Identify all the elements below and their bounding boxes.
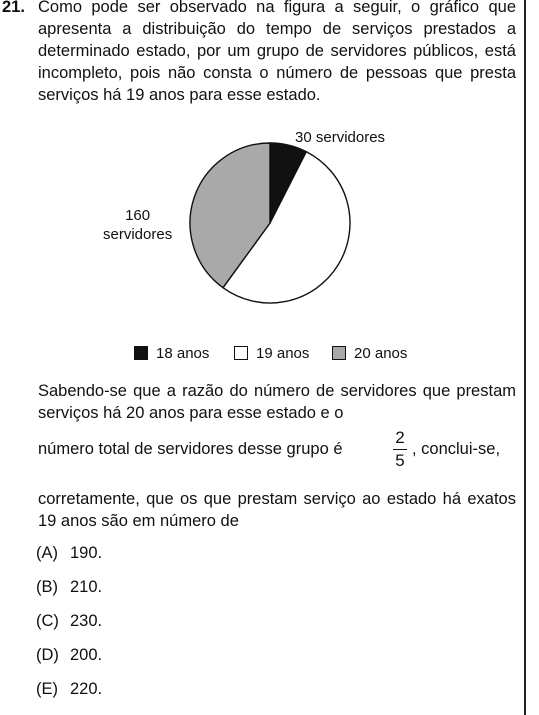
option-letter: (C) <box>36 612 59 630</box>
option-a[interactable]: (A) 190. <box>36 544 102 563</box>
slice-label-20-anos-value: 160 <box>125 207 151 224</box>
slice-label-20-anos: 160 servidores <box>103 206 172 244</box>
column-divider <box>524 0 526 715</box>
option-letter: (E) <box>36 680 58 698</box>
question-body-1: Sabendo-se que a razão do número de serv… <box>38 382 516 422</box>
pie-slice-19-anos <box>221 150 351 304</box>
legend-swatch-black <box>134 346 148 360</box>
option-c[interactable]: (C) 230. <box>36 612 102 631</box>
slice-label-18-anos: 30 servidores <box>295 129 386 146</box>
fraction-line: número total de servidores desse grupo é… <box>38 428 518 478</box>
option-text: 200. <box>70 646 103 664</box>
fraction-bar <box>393 449 407 451</box>
question-number: 21. <box>2 0 25 16</box>
option-e[interactable]: (E) 220. <box>36 680 102 699</box>
fraction-denominator: 5 <box>395 451 405 471</box>
question-body-2: número total de servidores desse grupo é <box>38 440 343 458</box>
legend-swatch-gray <box>332 346 346 360</box>
option-d[interactable]: (D) 200. <box>36 646 102 665</box>
option-b[interactable]: (B) 210. <box>36 578 102 597</box>
option-text: 220. <box>70 680 103 698</box>
question-intro: Como pode ser observado na figura a segu… <box>38 0 516 104</box>
option-letter: (D) <box>36 646 59 664</box>
fraction-numerator: 2 <box>395 428 405 447</box>
option-letter: (B) <box>36 578 58 596</box>
fraction: 2 5 <box>393 428 407 471</box>
legend-label: 18 anos <box>156 345 210 362</box>
pie-slice-20-anos <box>189 142 271 289</box>
legend-label: 19 anos <box>256 345 310 362</box>
option-text: 210. <box>70 578 103 596</box>
option-text: 190. <box>70 544 103 562</box>
legend-label: 20 anos <box>354 345 408 362</box>
option-text: 230. <box>70 612 103 630</box>
pie-chart-svg <box>189 142 351 304</box>
option-letter: (A) <box>36 544 58 562</box>
slice-label-20-anos-unit: servidores <box>103 226 173 243</box>
legend-swatch-white <box>234 346 248 360</box>
question-body-2-end: , conclui-se, <box>412 440 501 458</box>
pie-chart: 30 servidores 160 servidores <box>95 128 425 368</box>
question-body-3: corretamente, que os que prestam serviço… <box>38 490 516 530</box>
